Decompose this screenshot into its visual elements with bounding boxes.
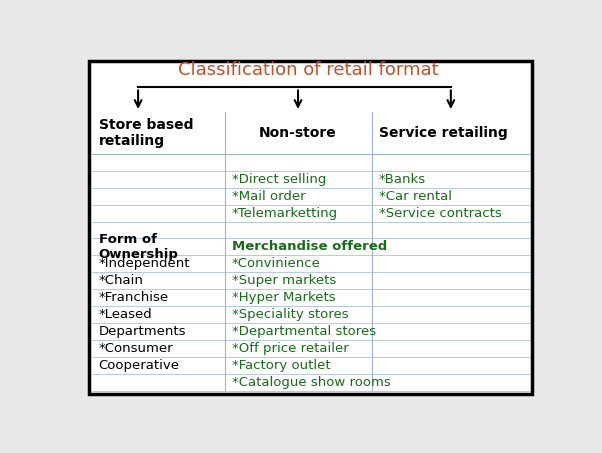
Text: *Banks: *Banks <box>379 173 426 186</box>
Text: *Mail order: *Mail order <box>232 190 305 202</box>
Text: Classification of retail format: Classification of retail format <box>178 61 439 79</box>
Text: Store based
retailing: Store based retailing <box>99 118 193 148</box>
Text: *Telemarketting: *Telemarketting <box>232 207 338 220</box>
Text: *Catalogue show rooms: *Catalogue show rooms <box>232 376 390 389</box>
Text: Service retailing: Service retailing <box>379 126 507 140</box>
Text: *Car rental: *Car rental <box>379 190 452 202</box>
Text: *Service contracts: *Service contracts <box>379 207 501 220</box>
Text: Form of
Ownership: Form of Ownership <box>99 233 178 261</box>
Text: *Departmental stores: *Departmental stores <box>232 325 376 338</box>
Text: Merchandise offered: Merchandise offered <box>232 241 387 253</box>
Text: *Super markets: *Super markets <box>232 275 336 287</box>
FancyBboxPatch shape <box>89 61 533 395</box>
Text: *Speciality stores: *Speciality stores <box>232 308 348 321</box>
Text: *Independent: *Independent <box>99 257 190 270</box>
Text: *Off price retailer: *Off price retailer <box>232 342 349 355</box>
Text: *Franchise: *Franchise <box>99 291 169 304</box>
Text: *Convinience: *Convinience <box>232 257 320 270</box>
Text: *Factory outlet: *Factory outlet <box>232 359 330 372</box>
Text: *Leased: *Leased <box>99 308 152 321</box>
Text: *Consumer: *Consumer <box>99 342 173 355</box>
Text: *Chain: *Chain <box>99 275 143 287</box>
Text: Cooperative: Cooperative <box>99 359 179 372</box>
Text: Non-store: Non-store <box>259 126 337 140</box>
Text: *Direct selling: *Direct selling <box>232 173 326 186</box>
Text: Departments: Departments <box>99 325 186 338</box>
Text: *Hyper Markets: *Hyper Markets <box>232 291 335 304</box>
